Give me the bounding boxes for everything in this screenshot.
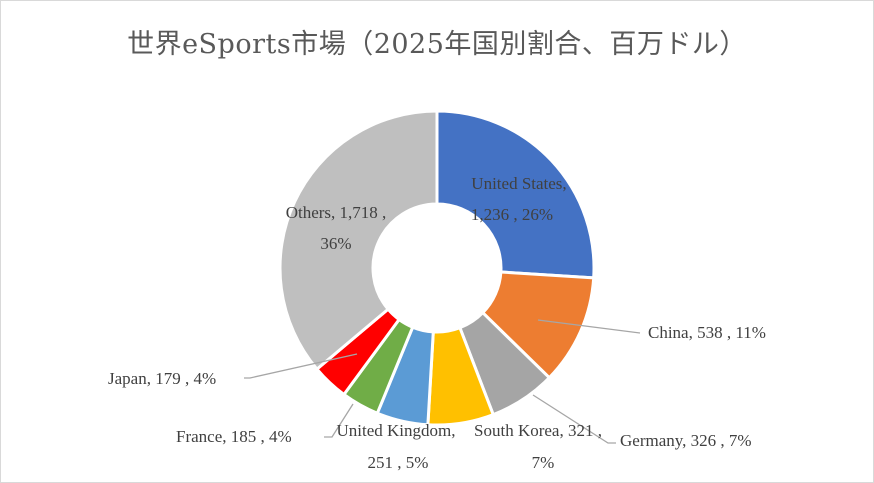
data-label-france: France, 185 , 4% [176,427,292,446]
data-label-united-states: United States, [471,174,566,193]
data-label-south-korea: South Korea, 321 , [474,421,602,440]
slice-group [278,109,596,427]
leader-line-germany [532,394,616,444]
chart-title: 世界eSports市場（2025年国別割合、百万ドル） [127,29,747,60]
data-label-others: Others, 1,718 , [286,203,387,222]
leader-line-china [537,319,641,334]
leader-line-group [244,319,641,444]
data-label-united-kingdom-line2: 251 , 5% [368,453,429,472]
leader-line-france [324,403,354,438]
data-label-germany: Germany, 326 , 7% [620,431,752,450]
slice-others [278,109,439,372]
data-label-south-korea-line2: 7% [532,453,555,472]
data-label-united-kingdom: United Kingdom, [337,421,456,440]
data-label-group: United States, 1,236 , 26% China, 538 , 11… [108,174,766,472]
slice-united-states [435,109,596,280]
leader-line-japan [244,353,358,379]
data-label-china: China, 538 , 11% [648,323,766,342]
data-label-united-states-line2: 1,236 , 26% [471,205,553,224]
data-label-others-line2: 36% [320,234,351,253]
data-label-japan: Japan, 179 , 4% [108,369,216,388]
